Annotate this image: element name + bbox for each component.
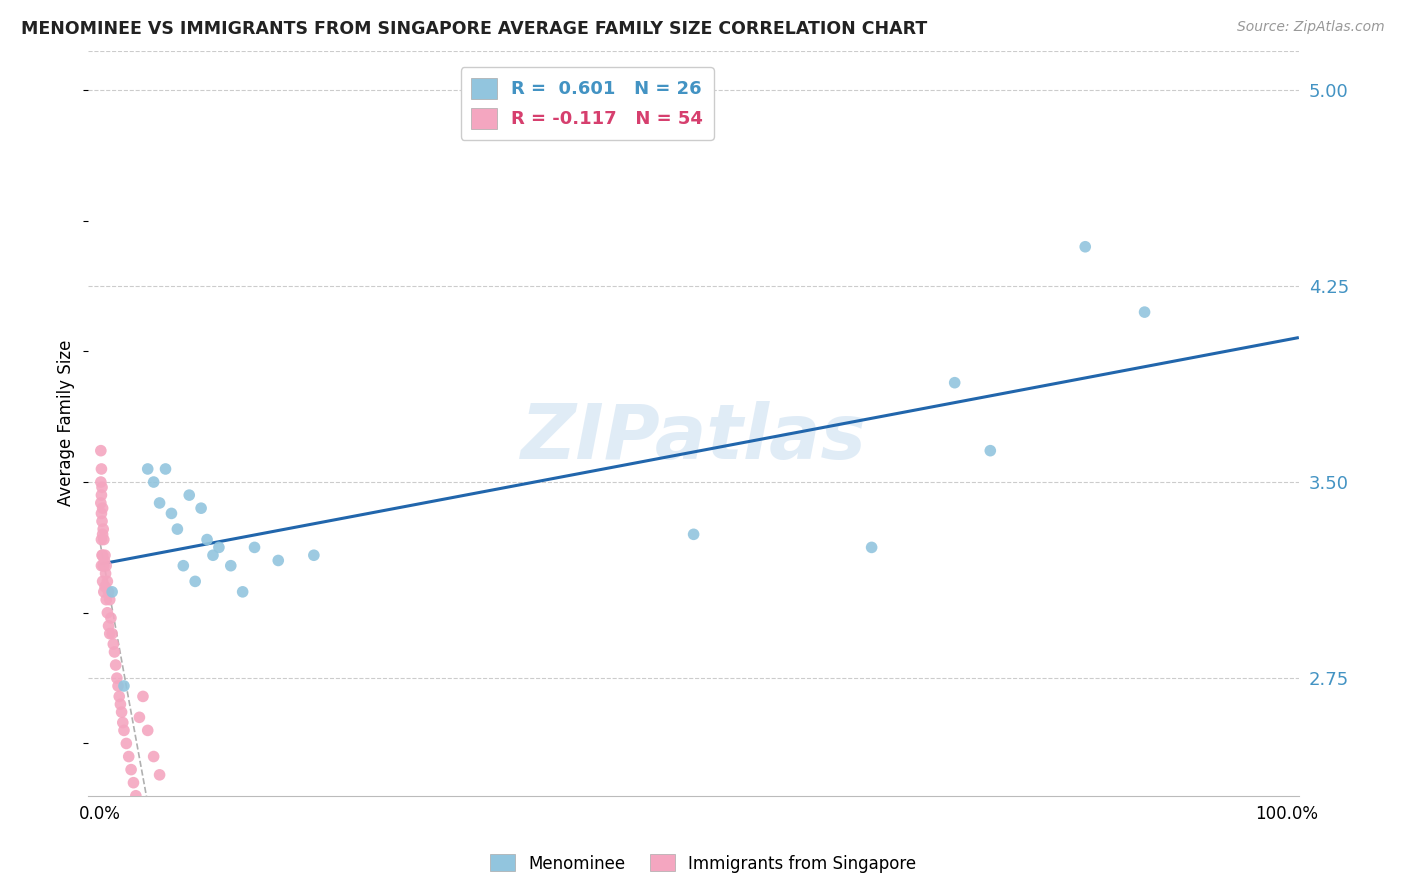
Point	[110, 698, 132, 712]
Point	[96, 592, 118, 607]
Point	[101, 626, 124, 640]
Point	[1133, 305, 1156, 319]
Point	[91, 548, 114, 562]
Point	[94, 566, 117, 581]
Point	[118, 749, 141, 764]
Point	[90, 558, 112, 573]
Point	[96, 606, 118, 620]
Point	[108, 690, 131, 704]
Point	[136, 462, 159, 476]
Point	[97, 619, 120, 633]
Point	[98, 592, 121, 607]
Text: ZIPatlas: ZIPatlas	[520, 401, 866, 475]
Point	[208, 541, 231, 555]
Point	[115, 736, 138, 750]
Point	[90, 496, 112, 510]
Point	[120, 763, 142, 777]
Text: MENOMINEE VS IMMIGRANTS FROM SINGAPORE AVERAGE FAMILY SIZE CORRELATION CHART: MENOMINEE VS IMMIGRANTS FROM SINGAPORE A…	[21, 20, 928, 37]
Point	[190, 501, 212, 516]
Point	[112, 679, 135, 693]
Point	[90, 462, 112, 476]
Point	[91, 527, 114, 541]
Point	[97, 584, 120, 599]
Point	[148, 768, 170, 782]
Point	[98, 626, 121, 640]
Point	[91, 480, 114, 494]
Point	[96, 558, 118, 573]
Point	[90, 475, 112, 489]
Point	[148, 496, 170, 510]
Point	[91, 501, 114, 516]
Point	[93, 553, 115, 567]
Point	[112, 723, 135, 738]
Point	[94, 548, 117, 562]
Point	[979, 443, 1001, 458]
Point	[142, 475, 165, 489]
Point	[128, 710, 150, 724]
Point	[166, 522, 188, 536]
Point	[184, 574, 207, 589]
Point	[219, 558, 242, 573]
Point	[160, 507, 183, 521]
Point	[93, 558, 115, 573]
Point	[142, 749, 165, 764]
Point	[1074, 240, 1097, 254]
Point	[96, 574, 118, 589]
Point	[104, 658, 127, 673]
Point	[122, 775, 145, 789]
Point	[93, 533, 115, 547]
Point	[90, 488, 112, 502]
Legend: R =  0.601   N = 26, R = -0.117   N = 54: R = 0.601 N = 26, R = -0.117 N = 54	[461, 67, 714, 139]
Point	[172, 558, 194, 573]
Point	[110, 705, 132, 719]
Text: Source: ZipAtlas.com: Source: ZipAtlas.com	[1237, 20, 1385, 34]
Point	[179, 488, 201, 502]
Point	[100, 611, 122, 625]
Point	[125, 789, 148, 803]
Point	[94, 580, 117, 594]
Y-axis label: Average Family Size: Average Family Size	[58, 340, 75, 507]
Point	[682, 527, 704, 541]
Point	[860, 541, 883, 555]
Point	[91, 514, 114, 528]
Point	[195, 533, 218, 547]
Point	[232, 584, 254, 599]
Point	[103, 637, 125, 651]
Point	[90, 443, 112, 458]
Point	[91, 574, 114, 589]
Point	[943, 376, 966, 390]
Point	[201, 548, 224, 562]
Legend: Menominee, Immigrants from Singapore: Menominee, Immigrants from Singapore	[482, 847, 924, 880]
Point	[132, 690, 155, 704]
Point	[103, 645, 125, 659]
Point	[302, 548, 325, 562]
Point	[155, 462, 177, 476]
Point	[90, 533, 112, 547]
Point	[136, 723, 159, 738]
Point	[93, 584, 115, 599]
Point	[105, 671, 128, 685]
Point	[267, 553, 290, 567]
Point	[101, 584, 124, 599]
Point	[91, 548, 114, 562]
Point	[90, 507, 112, 521]
Point	[243, 541, 266, 555]
Point	[111, 715, 134, 730]
Point	[91, 522, 114, 536]
Point	[107, 679, 129, 693]
Point	[91, 558, 114, 573]
